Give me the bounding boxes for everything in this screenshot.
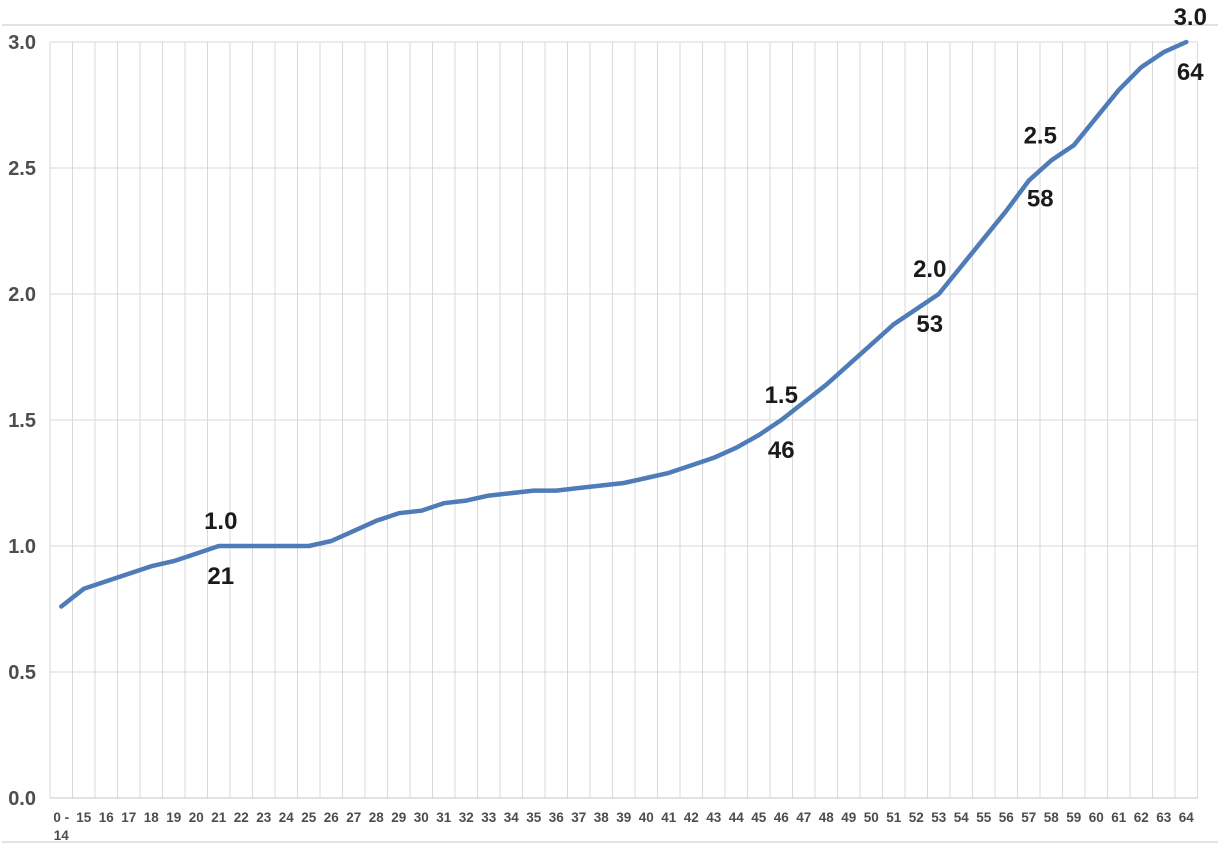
x-tick-label: 62 xyxy=(1134,810,1149,825)
data-label-category: 46 xyxy=(768,437,795,464)
x-tick-label: 42 xyxy=(684,810,699,825)
x-tick-label: 19 xyxy=(166,810,181,825)
x-tick-label: 18 xyxy=(144,810,160,825)
x-tick-label: 34 xyxy=(504,810,520,825)
x-tick-label: 53 xyxy=(931,810,947,825)
x-tick-label: 17 xyxy=(121,810,136,825)
x-tick-label: 22 xyxy=(234,810,249,825)
x-tick-label: 23 xyxy=(256,810,272,825)
x-tick-label: 59 xyxy=(1066,810,1081,825)
x-tick-label: 31 xyxy=(436,810,452,825)
x-tick-label: 29 xyxy=(391,810,406,825)
x-tick-label: 54 xyxy=(954,810,970,825)
x-tick-label: 25 xyxy=(301,810,317,825)
x-tick-label: 0 -14 xyxy=(53,810,69,843)
y-tick-label: 0.5 xyxy=(8,662,36,684)
y-tick-label: 2.5 xyxy=(8,158,36,180)
x-tick-label: 50 xyxy=(864,810,879,825)
x-tick-label: 49 xyxy=(841,810,856,825)
x-tick-label: 63 xyxy=(1156,810,1172,825)
x-tick-label: 21 xyxy=(211,810,227,825)
x-tick-label: 46 xyxy=(774,810,790,825)
x-tick-label: 38 xyxy=(594,810,610,825)
x-tick-label: 61 xyxy=(1111,810,1127,825)
y-tick-label: 0.0 xyxy=(8,788,36,810)
y-tick-label: 3.0 xyxy=(8,32,36,54)
data-series-line xyxy=(59,39,1189,609)
x-tick-label: 32 xyxy=(459,810,474,825)
x-tick-label: 60 xyxy=(1089,810,1104,825)
data-label-value: 3.0 xyxy=(1174,4,1207,31)
x-tick-label: 33 xyxy=(481,810,497,825)
x-tick-label: 58 xyxy=(1044,810,1060,825)
x-tick-label: 48 xyxy=(819,810,835,825)
x-tick-label: 24 xyxy=(279,810,295,825)
x-tick-label: 55 xyxy=(976,810,992,825)
data-label-value: 2.5 xyxy=(1024,122,1057,149)
x-tick-label: 47 xyxy=(796,810,811,825)
x-tick-label: 43 xyxy=(706,810,722,825)
x-tick-label: 36 xyxy=(549,810,565,825)
x-tick-label: 39 xyxy=(616,810,631,825)
y-tick-label: 1.5 xyxy=(8,410,36,432)
data-label-value: 2.0 xyxy=(913,256,946,283)
x-tick-label: 41 xyxy=(661,810,677,825)
x-tick-label: 51 xyxy=(886,810,902,825)
x-tick-label: 15 xyxy=(76,810,92,825)
data-label-category: 21 xyxy=(207,563,234,590)
data-label-category: 58 xyxy=(1027,185,1054,212)
x-tick-label: 64 xyxy=(1179,810,1195,825)
x-tick-label: 35 xyxy=(526,810,542,825)
x-tick-label: 37 xyxy=(571,810,586,825)
x-tick-label: 44 xyxy=(729,810,745,825)
x-tick-label: 20 xyxy=(189,810,204,825)
x-tick-label: 52 xyxy=(909,810,924,825)
x-tick-label: 57 xyxy=(1021,810,1036,825)
x-tick-label: 56 xyxy=(999,810,1015,825)
data-label-category: 53 xyxy=(916,311,943,338)
y-tick-label: 1.0 xyxy=(8,536,36,558)
x-tick-label: 27 xyxy=(346,810,361,825)
data-label-value: 1.0 xyxy=(204,508,237,535)
data-label-category: 64 xyxy=(1177,59,1204,86)
x-tick-label: 28 xyxy=(369,810,385,825)
data-label-value: 1.5 xyxy=(765,382,798,409)
x-tick-label: 26 xyxy=(324,810,340,825)
x-tick-label: 40 xyxy=(639,810,654,825)
x-tick-label: 16 xyxy=(99,810,115,825)
x-tick-label: 30 xyxy=(414,810,429,825)
y-tick-label: 2.0 xyxy=(8,284,36,306)
x-tick-label: 45 xyxy=(751,810,767,825)
